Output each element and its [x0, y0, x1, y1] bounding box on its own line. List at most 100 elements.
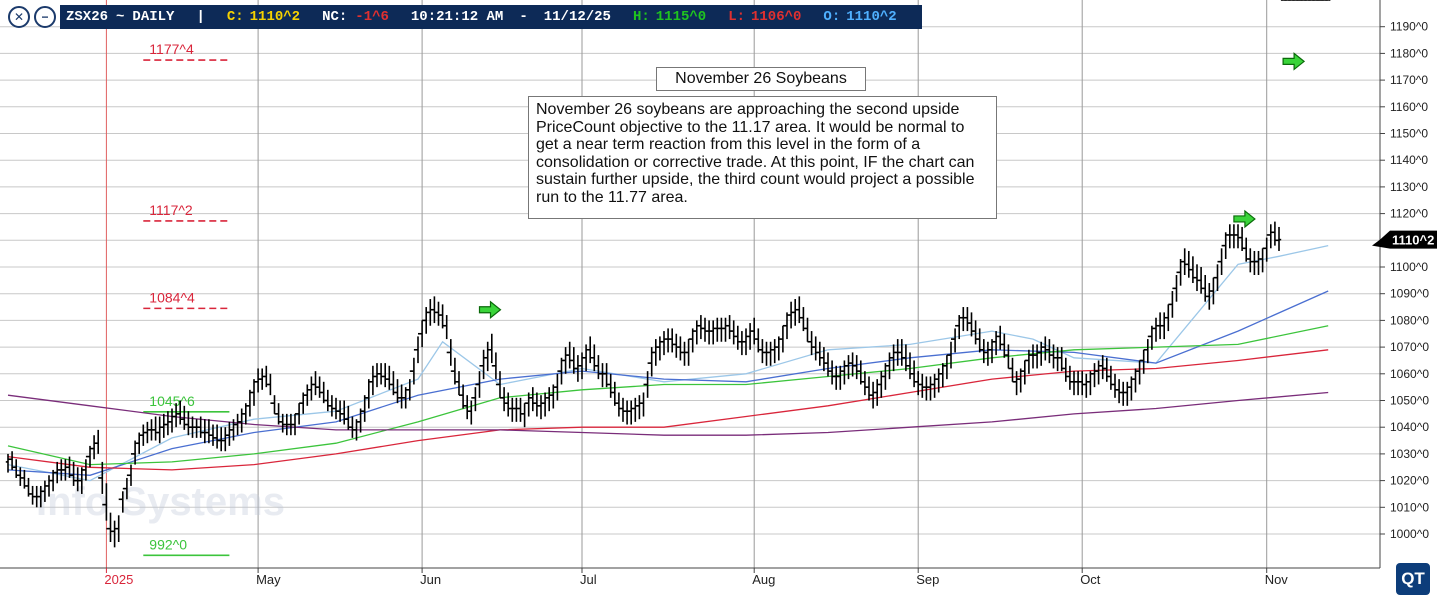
level-label: 1177^4 [149, 41, 194, 57]
ohlc-bar [264, 365, 269, 388]
ohlc-bar [998, 325, 1003, 350]
ohlc-bar [9, 451, 15, 470]
ohlc-bar [1075, 371, 1081, 396]
ohlc-bar [165, 411, 171, 436]
ohlc-bar [276, 403, 281, 425]
y-tick-label: 1010^0 [1390, 500, 1429, 514]
ohlc-bar [887, 352, 892, 380]
ohlc-bar [911, 360, 917, 388]
qt-logo-button[interactable]: QT [1396, 563, 1430, 595]
ohlc-bar [1186, 250, 1191, 278]
ohlc-bar [391, 371, 396, 396]
ohlc-bar [1043, 336, 1048, 361]
ohlc-bar [190, 416, 195, 438]
ohlc-bar [5, 453, 11, 473]
moving-average-line [7, 391, 1329, 436]
ohlc-bar [493, 352, 499, 386]
moving-average-line [7, 349, 1329, 471]
ohlc-bar [834, 365, 839, 390]
ohlc-bar [206, 419, 212, 444]
ohlc-bar [592, 344, 597, 372]
ohlc-bar [768, 341, 773, 366]
ohlc-bar [739, 331, 745, 356]
ohlc-bar [674, 333, 679, 358]
ohlc-bar [793, 299, 798, 326]
ohlc-bar [1252, 250, 1257, 276]
ohlc-bar [141, 424, 146, 446]
ohlc-bar [506, 392, 511, 417]
ohlc-bar [63, 459, 68, 481]
ohlc-bar [83, 455, 89, 481]
ohlc-bar [87, 445, 93, 468]
close-button[interactable]: ✕ [8, 6, 30, 28]
ohlc-bar [272, 395, 277, 415]
level-label: 1045^6 [149, 393, 195, 409]
ohlc-bar [403, 387, 408, 409]
ohlc-bar [629, 400, 634, 425]
ohlc-bar [920, 373, 925, 398]
ohlc-bar [1063, 357, 1068, 382]
y-tick-label: 1100^0 [1390, 260, 1428, 274]
ohlc-bar [518, 397, 523, 422]
ohlc-bar [551, 384, 556, 409]
ohlc-bar [1227, 224, 1232, 249]
ohlc-bar [317, 376, 322, 398]
ohlc-bar [346, 405, 351, 430]
ohlc-bar [1182, 248, 1187, 276]
y-tick-label: 1020^0 [1390, 474, 1429, 488]
ohlc-bar [522, 402, 527, 428]
ohlc-bar [661, 331, 667, 356]
ohlc-bar [255, 368, 261, 393]
ohlc-bar [600, 363, 605, 388]
ohlc-bar [645, 362, 650, 398]
y-tick-label: 1160^0 [1390, 100, 1428, 114]
ohlc-bar [686, 338, 691, 366]
ohlc-bar [624, 400, 630, 425]
ohlc-bar [985, 341, 991, 366]
ohlc-bar [1235, 224, 1241, 249]
ohlc-bar [862, 371, 868, 396]
ohlc-bar [309, 376, 314, 401]
ohlc-bar [977, 328, 982, 353]
ohlc-bar [1006, 344, 1011, 370]
ohlc-bar [456, 371, 462, 396]
ohlc-bar [239, 408, 244, 433]
ohlc-bar [858, 360, 863, 385]
ohlc-bar [1203, 275, 1208, 302]
right-arrow-icon [1233, 209, 1256, 229]
ohlc-bar [1239, 226, 1245, 251]
ohlc-bar [1264, 234, 1269, 262]
ohlc-bar [489, 333, 494, 367]
ohlc-bar [829, 360, 835, 385]
ohlc-bar [26, 477, 31, 497]
moving-average-line [7, 290, 1329, 476]
ohlc-bar [1104, 357, 1109, 382]
ohlc-bar [1260, 247, 1265, 273]
ohlc-bar [1059, 347, 1064, 372]
ohlc-bar [186, 411, 191, 436]
ohlc-bar [916, 371, 921, 396]
ohlc-bar [653, 339, 658, 366]
ohlc-bar [325, 389, 330, 412]
ohlc-bar [128, 453, 134, 486]
ohlc-bar [1071, 371, 1077, 396]
ohlc-bar [284, 413, 289, 436]
last-price-marker: 1110^2 [1372, 230, 1437, 249]
ohlc-bar [55, 461, 60, 484]
ohlc-bar [1211, 276, 1216, 305]
moving-averages [7, 244, 1329, 482]
ohlc-bar [510, 397, 515, 422]
ohlc-bar [1108, 365, 1114, 390]
separator: - [519, 9, 528, 25]
x-tick-label: Jun [420, 572, 441, 587]
ohlc-bar [1219, 244, 1224, 276]
ohlc-bar [407, 370, 412, 401]
ohlc-bar [46, 475, 52, 497]
zoom-button[interactable]: − [34, 6, 56, 28]
ohlc-bar [247, 389, 253, 417]
open-value: 1110^2 [846, 9, 897, 25]
ohlc-bar [1055, 347, 1060, 372]
x-tick-label: Nov [1265, 572, 1289, 587]
level-label: 1084^4 [149, 289, 195, 305]
